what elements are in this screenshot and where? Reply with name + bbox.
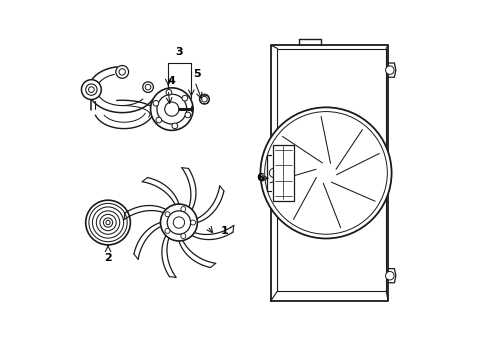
Circle shape — [88, 87, 94, 93]
Circle shape — [173, 217, 184, 228]
Circle shape — [85, 84, 97, 95]
Circle shape — [106, 220, 110, 225]
Circle shape — [172, 123, 177, 129]
Circle shape — [166, 90, 171, 95]
Circle shape — [385, 271, 393, 280]
Circle shape — [150, 88, 193, 130]
Text: 2: 2 — [104, 253, 112, 263]
Circle shape — [157, 94, 186, 124]
Circle shape — [269, 168, 278, 177]
Circle shape — [164, 228, 170, 233]
Circle shape — [199, 94, 209, 104]
Circle shape — [119, 69, 125, 75]
Circle shape — [116, 66, 128, 78]
Circle shape — [164, 102, 179, 116]
Polygon shape — [272, 145, 293, 201]
Circle shape — [181, 207, 185, 212]
Circle shape — [201, 96, 207, 102]
Circle shape — [167, 211, 190, 234]
Circle shape — [145, 84, 151, 90]
Circle shape — [153, 100, 159, 106]
Text: 3: 3 — [175, 48, 183, 57]
Circle shape — [142, 82, 153, 93]
Circle shape — [164, 212, 170, 217]
Text: 1: 1 — [221, 226, 228, 237]
Circle shape — [385, 66, 393, 75]
Circle shape — [85, 200, 130, 245]
Text: 5: 5 — [192, 69, 200, 79]
Circle shape — [181, 234, 185, 238]
Text: 4: 4 — [167, 76, 175, 86]
Circle shape — [160, 204, 197, 241]
Circle shape — [156, 117, 162, 123]
Circle shape — [260, 107, 391, 238]
Circle shape — [190, 220, 195, 225]
Circle shape — [81, 80, 101, 100]
Text: 6: 6 — [256, 173, 264, 183]
Circle shape — [184, 112, 190, 118]
Circle shape — [182, 95, 187, 101]
